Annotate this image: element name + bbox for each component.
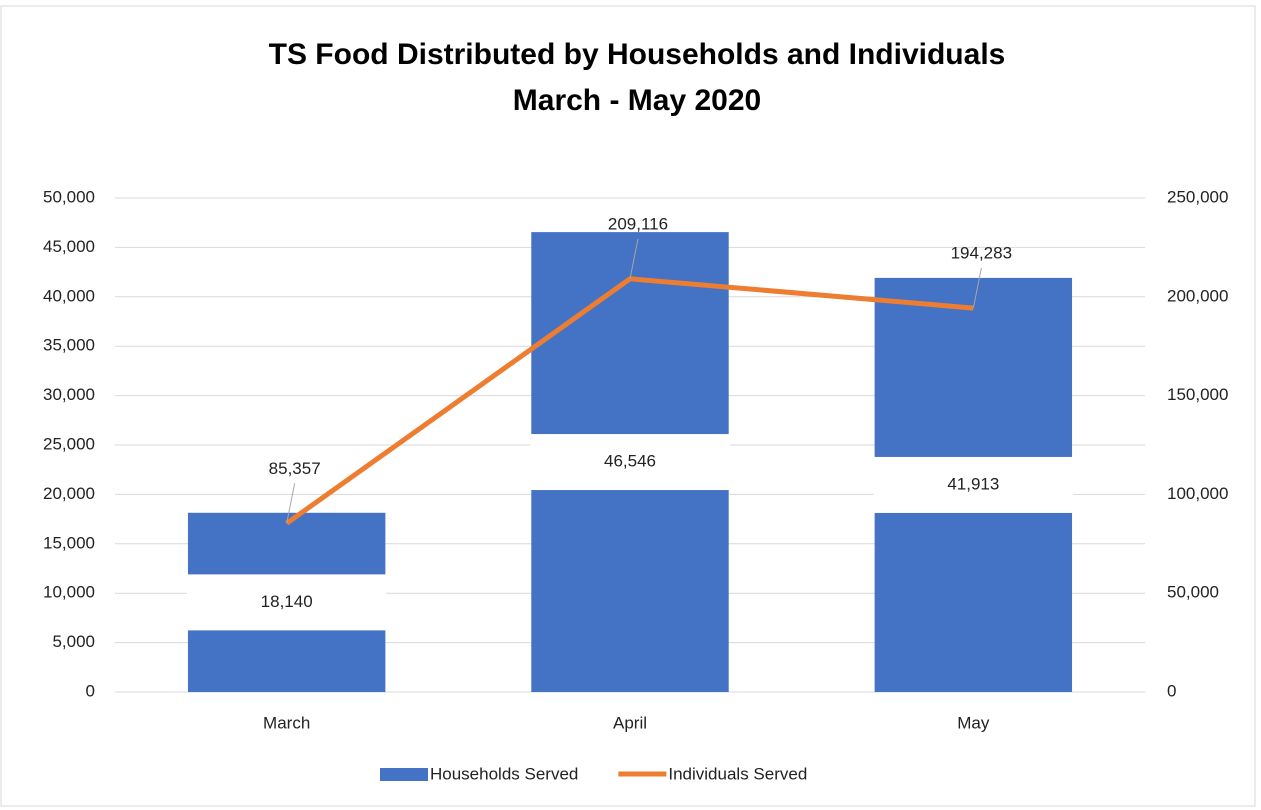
y-tick-label: 0 [86,681,95,700]
data-label: 46,546 [604,452,656,471]
chart-title: TS Food Distributed by Households and In… [269,38,1006,71]
y-tick-label: 5,000 [52,632,95,651]
x-tick-label: May [957,713,990,732]
data-label: 209,116 [608,214,668,233]
y2-tick-label: 50,000 [1167,583,1219,602]
data-label: 41,913 [947,474,999,493]
data-label-box [873,456,1074,513]
y-tick-label: 10,000 [43,583,95,602]
data-label-box [530,434,730,491]
y2-tick-label: 200,000 [1167,286,1228,305]
leader-line [972,267,982,309]
y-tick-label: 45,000 [43,237,95,256]
leader-line [629,238,639,279]
chart-subtitle: March - May 2020 [513,84,761,117]
data-label: 18,140 [261,592,313,611]
data-label-box [186,574,387,631]
x-tick-label: April [613,713,647,732]
y-tick-label: 20,000 [43,484,95,503]
y-tick-label: 15,000 [43,533,95,552]
data-label: 194,283 [951,244,1012,263]
legend-label: Individuals Served [668,764,807,783]
line [285,276,974,526]
y-tick-label: 35,000 [43,336,95,355]
y2-tick-label: 0 [1167,681,1176,700]
legend-swatch [380,768,428,781]
x-tick-label: March [263,713,310,732]
y-tick-label: 30,000 [43,385,95,404]
legend-label: Households Served [430,764,578,783]
y-tick-label: 50,000 [43,187,95,206]
leader-line [286,483,296,524]
y-tick-label: 25,000 [43,434,95,453]
y-tick-label: 40,000 [43,286,95,305]
y2-tick-label: 150,000 [1167,385,1228,404]
y2-tick-label: 100,000 [1167,484,1228,503]
y2-tick-label: 250,000 [1167,187,1228,206]
data-label: 85,357 [269,459,321,478]
